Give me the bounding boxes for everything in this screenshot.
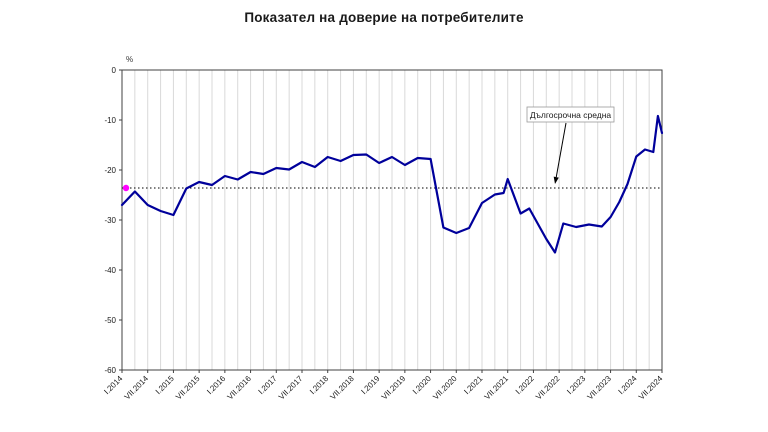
annotation-arrowhead [553, 176, 559, 184]
x-tick-label: VII.2017 [277, 374, 305, 402]
x-tick-label: I.2022 [514, 374, 536, 396]
x-tick-label: I.2023 [565, 374, 587, 396]
average-marker-dot [122, 184, 130, 192]
annotation-label: Дългосрочна средна [530, 110, 612, 120]
x-tick-label: VII.2015 [174, 374, 202, 402]
x-tick-label: I.2020 [411, 374, 433, 396]
x-tick-label: I.2016 [205, 374, 227, 396]
x-tick-label: VII.2020 [431, 374, 459, 402]
y-tick-label: -20 [104, 166, 116, 175]
x-tick-label: VII.2022 [534, 374, 562, 402]
x-tick-label: VII.2019 [380, 374, 408, 402]
annotation-box [526, 106, 615, 123]
y-tick-label: -40 [104, 266, 116, 275]
x-tick-label: I.2021 [462, 374, 484, 396]
x-tick-label: VII.2018 [328, 374, 356, 402]
y-tick-label: -30 [104, 216, 116, 225]
x-tick-label: I.2017 [257, 374, 279, 396]
x-tick-label: I.2015 [154, 374, 176, 396]
x-tick-label: VII.2014 [123, 374, 151, 402]
y-tick-label: 0 [112, 66, 117, 75]
annotation-arrow-line [555, 122, 567, 178]
y-tick-label: -10 [104, 116, 116, 125]
x-tick-label: I.2024 [617, 374, 639, 396]
y-axis-unit-label: % [126, 55, 133, 64]
x-tick-label: VII.2023 [586, 374, 614, 402]
chart-title: Показател на доверие на потребителите [244, 10, 524, 25]
series-line [120, 114, 664, 254]
x-tick-label: I.2014 [102, 374, 124, 396]
y-tick-label: -60 [104, 366, 116, 375]
y-tick-label: -50 [104, 316, 116, 325]
x-tick-label: VII.2024 [637, 374, 665, 402]
x-tick-label: I.2019 [359, 374, 381, 396]
x-tick-label: VII.2016 [226, 374, 254, 402]
x-tick-label: VII.2021 [483, 374, 511, 402]
x-tick-label: I.2018 [308, 374, 330, 396]
